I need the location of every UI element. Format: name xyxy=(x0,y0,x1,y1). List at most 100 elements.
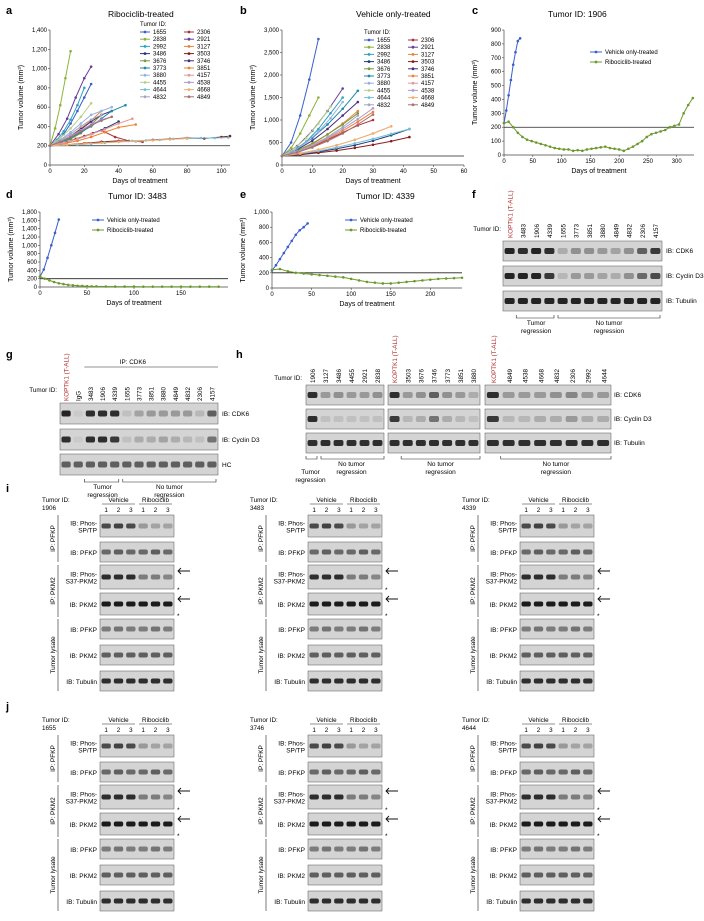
blot-band xyxy=(358,821,369,827)
blot-band xyxy=(150,678,161,684)
data-point xyxy=(311,146,314,149)
blot-band xyxy=(521,523,531,529)
blot-band xyxy=(113,523,124,529)
data-point xyxy=(444,277,448,280)
row-label: IB: PKM2 xyxy=(490,822,518,829)
blot-band xyxy=(389,440,400,446)
blot-strip xyxy=(307,838,383,860)
data-point xyxy=(79,122,83,125)
data-point xyxy=(317,127,320,131)
x-tick-label: 50 xyxy=(529,159,536,165)
blot-band xyxy=(597,416,610,422)
lane-number: 2 xyxy=(325,727,329,734)
lane-number: 1 xyxy=(561,507,565,514)
data-point xyxy=(413,279,416,283)
blot-strip xyxy=(99,734,175,758)
blot-band xyxy=(309,821,319,827)
blot-band xyxy=(346,821,356,827)
lane-label: 4455 xyxy=(349,368,356,383)
x-tick-label: 20 xyxy=(339,169,346,175)
data-point xyxy=(82,96,86,99)
blot-band xyxy=(581,440,594,446)
y-tick-label: 400 xyxy=(37,124,48,130)
blot-band xyxy=(517,298,528,304)
row-label: IB: Phos- xyxy=(70,521,97,528)
legend-entry: 4157 xyxy=(197,73,211,79)
blot-band xyxy=(486,440,499,446)
blot-band xyxy=(207,461,217,468)
lane-label: 3127 xyxy=(323,368,330,383)
data-point xyxy=(341,125,344,129)
legend-entry: 3127 xyxy=(421,52,435,58)
lane-number: 1 xyxy=(141,727,145,734)
blot-band xyxy=(358,523,369,529)
x-tick-label: 60 xyxy=(461,169,468,175)
blot-strip xyxy=(99,618,175,640)
row-label: IB: PKM2 xyxy=(70,822,98,829)
blot-band xyxy=(546,678,556,684)
legend-marker xyxy=(367,81,371,85)
blot-band xyxy=(533,794,544,800)
data-point xyxy=(645,135,649,139)
blot-band xyxy=(138,652,148,658)
blot-band xyxy=(150,846,161,852)
row-label: IB: Phos- xyxy=(490,792,517,799)
legend-marker xyxy=(187,88,191,91)
data-point xyxy=(599,146,603,149)
data-point xyxy=(557,147,561,151)
data-point xyxy=(76,137,79,141)
lane-label: 4538 xyxy=(523,368,530,383)
data-point xyxy=(659,130,662,133)
series-line xyxy=(49,66,92,146)
data-point xyxy=(151,285,155,288)
blot-band xyxy=(113,794,124,800)
blot-band xyxy=(101,743,111,749)
y-tick-label: 2,500 xyxy=(264,51,280,57)
blot-band xyxy=(486,416,499,422)
blot-band xyxy=(182,410,193,417)
blot-band xyxy=(346,652,356,658)
row-label: IB: PFKP xyxy=(70,847,97,854)
blot-band xyxy=(150,769,161,775)
row-label: S37-PKM2 xyxy=(274,799,306,806)
data-point xyxy=(371,143,375,147)
row-label: IB: Phos- xyxy=(490,741,517,748)
vehicle-label: Vehicle xyxy=(108,497,129,504)
blot-band xyxy=(534,392,547,398)
series-line xyxy=(503,97,694,152)
row-label: IB: PFKP xyxy=(490,770,517,777)
blot-band xyxy=(518,440,531,446)
blot-strip xyxy=(519,784,595,810)
x-tick-label: 30 xyxy=(370,169,377,175)
data-point xyxy=(298,228,302,232)
legend-marker xyxy=(187,45,191,48)
blot-band xyxy=(533,821,544,827)
blot-strip xyxy=(59,402,219,425)
legend-marker xyxy=(367,74,371,78)
blot-band xyxy=(358,601,369,607)
data-point xyxy=(341,276,345,279)
blot-band xyxy=(101,846,111,852)
data-point xyxy=(329,116,332,120)
blot-band xyxy=(307,440,318,446)
group-label: regression xyxy=(541,469,572,476)
blot-band xyxy=(321,821,332,827)
blot-band xyxy=(533,678,544,684)
lane-number: 3 xyxy=(586,507,590,514)
blot-band xyxy=(371,821,381,827)
blot-band xyxy=(346,743,356,749)
group-bracket xyxy=(400,456,481,460)
data-point xyxy=(76,109,79,113)
row-label: IB: Phos- xyxy=(278,741,305,748)
data-point xyxy=(65,117,69,121)
blot-j-4644: Tumor ID: 4644 Vehicle Ribociclib 1 2 3 1 2 3 IB:… xyxy=(462,717,610,912)
blot-band xyxy=(150,601,161,607)
blot-i-1906: Tumor ID: 1906 Vehicle Ribociclib 1 2 3 1 2 3 IB:… xyxy=(42,497,190,692)
blot-band xyxy=(583,743,593,749)
blot-band xyxy=(163,872,173,878)
blot-band xyxy=(358,549,369,555)
data-point xyxy=(317,37,320,41)
tumor-id-label: Tumor ID: xyxy=(42,497,70,504)
legend-marker xyxy=(349,228,353,232)
lane-number: 1 xyxy=(349,727,353,734)
